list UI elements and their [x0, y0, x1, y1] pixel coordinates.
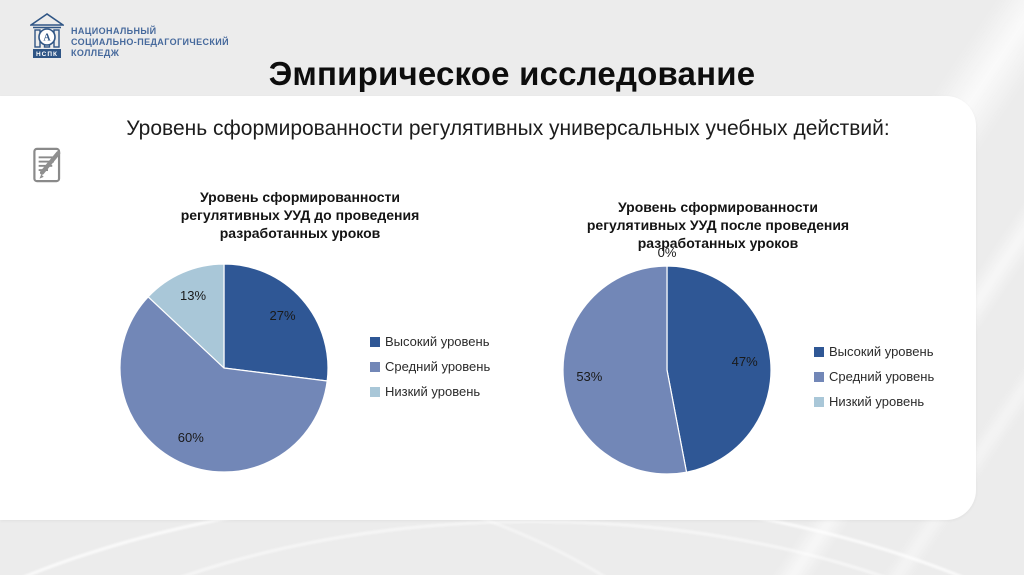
building-icon: А НСПК [30, 13, 64, 58]
pie-chart-after: 47% 53% 0% [547, 245, 787, 486]
legend-swatch [814, 396, 824, 407]
logo-text-line: КОЛЛЕДЖ [71, 48, 120, 58]
chart-title-before: Уровень сформированности регулятивных УУ… [180, 189, 420, 241]
pie-slice-2 [147, 263, 225, 369]
legend-before: Высокий уровень Средний уровень Низкий уро… [370, 329, 490, 404]
legend-swatch [370, 386, 380, 397]
legend-label: Высокий уровень [829, 344, 934, 359]
pie-slice-1 [562, 265, 688, 475]
legend-item: Низкий уровень [370, 379, 490, 404]
chart-title-after: Уровень сформированности регулятивных УУ… [586, 199, 850, 251]
legend-item: Средний уровень [814, 364, 934, 389]
pie-data-label: 47% [732, 354, 758, 369]
legend-swatch [814, 346, 824, 357]
legend-label: Средний уровень [385, 359, 491, 374]
logo-emblem-letter: А [43, 33, 51, 44]
legend-item: Высокий уровень [370, 329, 490, 354]
legend-swatch [814, 371, 824, 382]
pie-data-label: 27% [269, 308, 295, 323]
pie-data-label: 0% [658, 246, 677, 260]
slide-title: Эмпирическое исследование [268, 55, 756, 92]
legend-swatch [370, 361, 380, 372]
legend-after: Высокий уровень Средний уровень Низкий уро… [814, 339, 934, 414]
logo-acronym: НСПК [36, 51, 58, 58]
content-card: Уровень сформированности регулятивных ун… [0, 96, 976, 520]
pie-data-label: 13% [180, 288, 206, 303]
pencil-glyph [39, 150, 61, 179]
slide-subtitle: Уровень сформированности регулятивных ун… [126, 117, 890, 140]
pie-chart-before: 27% 60% 13% [104, 244, 344, 484]
legend-label: Низкий уровень [385, 384, 481, 399]
legend-label: Низкий уровень [829, 394, 925, 409]
pie-data-label: 60% [178, 430, 204, 445]
decor-arc [0, 520, 1024, 575]
legend-swatch [370, 336, 380, 347]
pie-slice-0 [666, 265, 772, 473]
legend-label: Высокий уровень [385, 334, 490, 349]
college-logo: А НСПК НАЦИОНАЛЬНЫЙ СОЦИАЛЬНО-ПЕДАГОГИЧЕ… [30, 13, 229, 59]
logo-text-line: СОЦИАЛЬНО-ПЕДАГОГИЧЕСКИЙ [71, 37, 230, 47]
logo-text-line: НАЦИОНАЛЬНЫЙ [71, 26, 157, 36]
legend-item: Средний уровень [370, 354, 490, 379]
legend-label: Средний уровень [829, 369, 935, 384]
legend-item: Низкий уровень [814, 389, 934, 414]
legend-item: Высокий уровень [814, 339, 934, 364]
pie-slice-1 [119, 296, 328, 473]
logo-text: НАЦИОНАЛЬНЫЙ СОЦИАЛЬНО-ПЕДАГОГИЧЕСКИЙ КО… [71, 13, 229, 59]
pie-data-label: 53% [576, 369, 602, 384]
pie-slice-0 [223, 263, 329, 382]
edit-document-icon [33, 147, 61, 183]
